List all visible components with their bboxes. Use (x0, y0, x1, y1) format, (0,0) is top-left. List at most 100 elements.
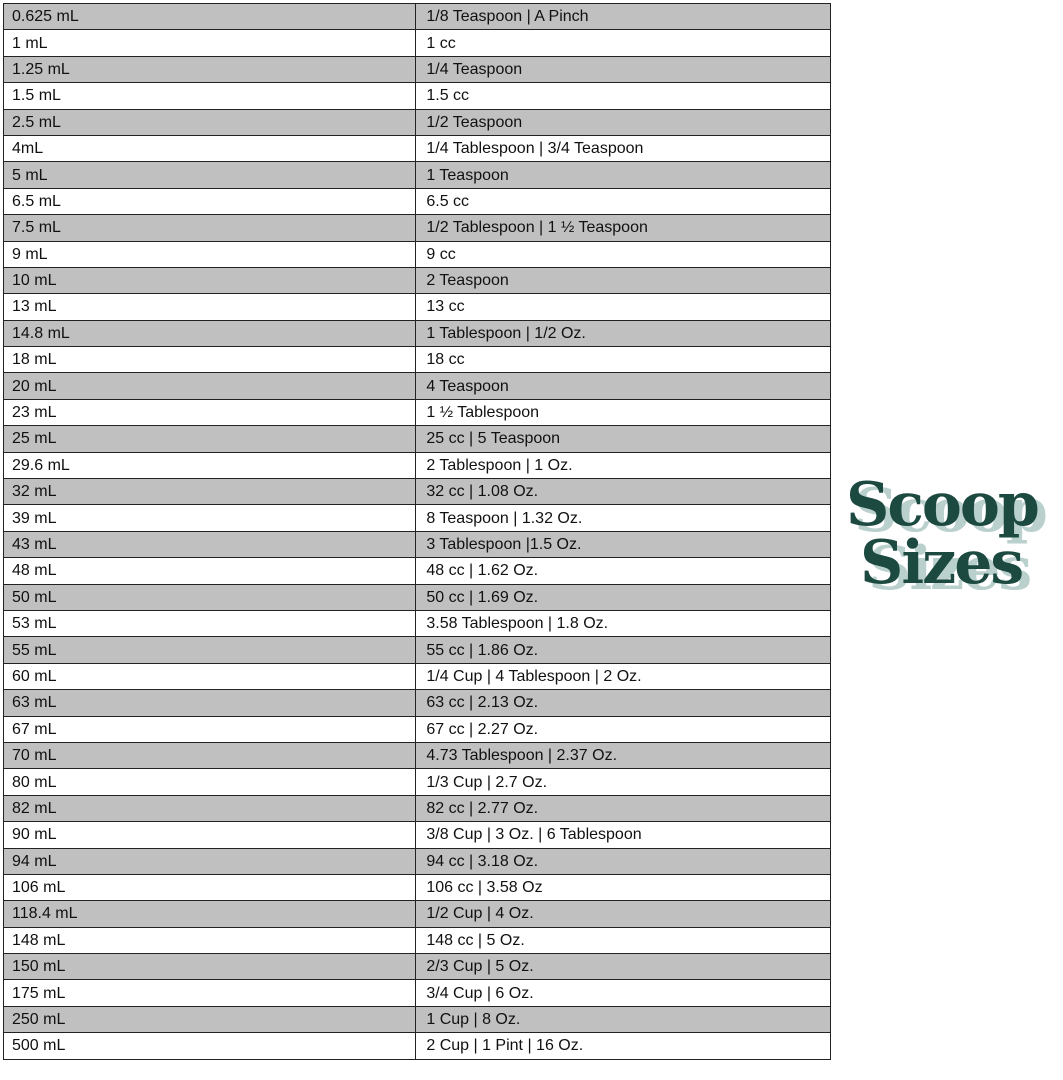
volume-cell: 250 mL (2, 1005, 417, 1034)
table-row: 14.8 mL 1 Tablespoon | 1/2 Oz. (2, 319, 831, 348)
scoop-size-table: 0.625 mL 1/8 Teaspoon | A Pinch 1 mL 1 cc 1.… (2, 2, 831, 1060)
table-row: 55 mL 55 cc | 1.86 Oz. (2, 636, 831, 664)
volume-cell: 70 mL (2, 741, 417, 770)
equivalent-cell: 1/8 Teaspoon | A Pinch (415, 2, 831, 31)
equivalent-cell: 1/4 Cup | 4 Tablespoon | 2 Oz. (415, 662, 831, 691)
table-row: 10 mL 2 Teaspoon (2, 266, 831, 295)
equivalent-cell: 1.5 cc (415, 82, 831, 110)
table-row: 148 mL 148 cc | 5 Oz. (2, 926, 831, 955)
table-row: 175 mL 3/4 Cup | 6 Oz. (2, 979, 831, 1007)
volume-cell: 29.6 mL (2, 451, 417, 480)
volume-cell: 4mL (2, 134, 417, 163)
table-row: 106 mL 106 cc | 3.58 Oz (2, 873, 831, 902)
volume-cell: 6.5 mL (2, 187, 417, 216)
table-row: 67 mL 67 cc | 2.27 Oz. (2, 715, 831, 743)
table-row: 50 mL 50 cc | 1.69 Oz. (2, 583, 831, 611)
table-row: 13 mL 13 cc (2, 293, 831, 321)
equivalent-cell: 55 cc | 1.86 Oz. (415, 636, 831, 664)
volume-cell: 5 mL (2, 161, 417, 189)
table-row: 7.5 mL 1/2 Tablespoon | 1 ½ Teaspoon (2, 214, 831, 242)
volume-cell: 2.5 mL (2, 108, 417, 136)
equivalent-cell: 1/3 Cup | 2.7 Oz. (415, 768, 831, 796)
equivalent-cell: 1/2 Teaspoon (415, 108, 831, 136)
table-row: 43 mL 3 Tablespoon |1.5 Oz. (2, 530, 831, 559)
volume-cell: 1.25 mL (2, 55, 417, 84)
logo-text-2: Sizes (860, 528, 1024, 598)
equivalent-cell: 2 Teaspoon (415, 266, 831, 295)
equivalent-cell: 1 Tablespoon | 1/2 Oz. (415, 319, 831, 348)
table-row: 29.6 mL 2 Tablespoon | 1 Oz. (2, 451, 831, 480)
equivalent-cell: 9 cc (415, 240, 831, 268)
table-row: 500 mL 2 Cup | 1 Pint | 16 Oz. (2, 1032, 831, 1060)
volume-cell: 82 mL (2, 794, 417, 823)
volume-cell: 14.8 mL (2, 319, 417, 348)
equivalent-cell: 18 cc (415, 346, 831, 374)
volume-cell: 175 mL (2, 979, 417, 1007)
table-row: 20 mL 4 Teaspoon (2, 372, 831, 400)
equivalent-cell: 148 cc | 5 Oz. (415, 926, 831, 955)
table-row: 82 mL 82 cc | 2.77 Oz. (2, 794, 831, 823)
equivalent-cell: 13 cc (415, 293, 831, 321)
table-row: 0.625 mL 1/8 Teaspoon | A Pinch (2, 2, 831, 31)
volume-cell: 60 mL (2, 662, 417, 691)
volume-cell: 18 mL (2, 346, 417, 374)
table-row: 1.25 mL 1/4 Teaspoon (2, 55, 831, 84)
table-row: 250 mL 1 Cup | 8 Oz. (2, 1005, 831, 1034)
equivalent-cell: 3/4 Cup | 6 Oz. (415, 979, 831, 1007)
equivalent-cell: 1/2 Cup | 4 Oz. (415, 900, 831, 928)
volume-cell: 94 mL (2, 847, 417, 875)
table-row: 4mL 1/4 Tablespoon | 3/4 Teaspoon (2, 134, 831, 163)
volume-cell: 55 mL (2, 636, 417, 664)
equivalent-cell: 25 cc | 5 Teaspoon (415, 425, 831, 453)
equivalent-cell: 82 cc | 2.77 Oz. (415, 794, 831, 823)
equivalent-cell: 94 cc | 3.18 Oz. (415, 847, 831, 875)
volume-cell: 1 mL (2, 29, 417, 57)
volume-cell: 90 mL (2, 821, 417, 849)
table-row: 23 mL 1 ½ Tablespoon (2, 398, 831, 427)
equivalent-cell: 67 cc | 2.27 Oz. (415, 715, 831, 743)
volume-cell: 1.5 mL (2, 82, 417, 110)
table-row: 150 mL 2/3 Cup | 5 Oz. (2, 953, 831, 981)
volume-cell: 67 mL (2, 715, 417, 743)
table-row: 80 mL 1/3 Cup | 2.7 Oz. (2, 768, 831, 796)
equivalent-cell: 1/4 Tablespoon | 3/4 Teaspoon (415, 134, 831, 163)
table-row: 63 mL 63 cc | 2.13 Oz. (2, 689, 831, 717)
table-row: 9 mL 9 cc (2, 240, 831, 268)
volume-cell: 7.5 mL (2, 214, 417, 242)
volume-cell: 9 mL (2, 240, 417, 268)
equivalent-cell: 1 cc (415, 29, 831, 57)
table-row: 18 mL 18 cc (2, 346, 831, 374)
volume-cell: 13 mL (2, 293, 417, 321)
table-row: 94 mL 94 cc | 3.18 Oz. (2, 847, 831, 875)
volume-cell: 53 mL (2, 609, 417, 638)
volume-cell: 48 mL (2, 557, 417, 585)
table-row: 1 mL 1 cc (2, 29, 831, 57)
volume-cell: 43 mL (2, 530, 417, 559)
table-row: 1.5 mL 1.5 cc (2, 82, 831, 110)
equivalent-cell: 1/2 Tablespoon | 1 ½ Teaspoon (415, 214, 831, 242)
table-row: 70 mL 4.73 Tablespoon | 2.37 Oz. (2, 741, 831, 770)
volume-cell: 148 mL (2, 926, 417, 955)
table-row: 32 mL 32 cc | 1.08 Oz. (2, 478, 831, 506)
equivalent-cell: 3.58 Tablespoon | 1.8 Oz. (415, 609, 831, 638)
table-row: 48 mL 48 cc | 1.62 Oz. (2, 557, 831, 585)
equivalent-cell: 4 Teaspoon (415, 372, 831, 400)
table-row: 39 mL 8 Teaspoon | 1.32 Oz. (2, 504, 831, 532)
volume-cell: 106 mL (2, 873, 417, 902)
equivalent-cell: 106 cc | 3.58 Oz (415, 873, 831, 902)
volume-cell: 10 mL (2, 266, 417, 295)
equivalent-cell: 3 Tablespoon |1.5 Oz. (415, 530, 831, 559)
equivalent-cell: 4.73 Tablespoon | 2.37 Oz. (415, 741, 831, 770)
volume-cell: 118.4 mL (2, 900, 417, 928)
scoop-sizes-logo: Scoop Sizes (846, 470, 1061, 598)
volume-cell: 0.625 mL (2, 2, 417, 31)
table-row: 60 mL 1/4 Cup | 4 Tablespoon | 2 Oz. (2, 662, 831, 691)
table-row: 25 mL 25 cc | 5 Teaspoon (2, 425, 831, 453)
equivalent-cell: 8 Teaspoon | 1.32 Oz. (415, 504, 831, 532)
equivalent-cell: 1 Teaspoon (415, 161, 831, 189)
table-row: 5 mL 1 Teaspoon (2, 161, 831, 189)
equivalent-cell: 3/8 Cup | 3 Oz. | 6 Tablespoon (415, 821, 831, 849)
volume-cell: 32 mL (2, 478, 417, 506)
equivalent-cell: 50 cc | 1.69 Oz. (415, 583, 831, 611)
logo-text-1: Scoop (846, 470, 1040, 540)
